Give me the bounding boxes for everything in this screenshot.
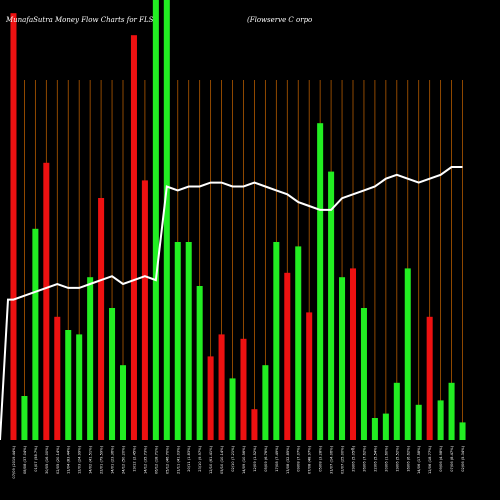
bar bbox=[130, 35, 137, 440]
x-tick-label: 07/08 (48.97%) bbox=[308, 445, 312, 474]
bar bbox=[349, 268, 357, 440]
bar bbox=[207, 356, 214, 440]
x-tick-label: 12/06 (18.77%) bbox=[428, 445, 432, 474]
x-tick-label: 05/08 (3.28%) bbox=[319, 445, 323, 471]
x-tick-label: 30/05 (16.00%) bbox=[45, 445, 49, 474]
bar bbox=[21, 396, 28, 440]
bar bbox=[339, 277, 346, 440]
x-tick-label: 09/06 (4.98%) bbox=[439, 445, 443, 471]
bar bbox=[163, 0, 170, 440]
x-tick-label: 29/06 (5.05%) bbox=[352, 445, 356, 471]
x-tick-label: 17/08 (7.49%) bbox=[275, 445, 279, 471]
x-tick-label: 06/12 (18.71%) bbox=[154, 445, 158, 474]
x-tick-labels: 07/09 (2019.44%) 08/08 (37.04%) 01/07 (58.… bbox=[12, 445, 465, 478]
x-tick-label: 01/07 (58.7%) bbox=[34, 445, 38, 471]
bar bbox=[196, 286, 203, 440]
bars bbox=[10, 0, 466, 441]
x-tick-label: 11/04 (83.44%) bbox=[67, 445, 71, 474]
x-tick-label: 16/06 (6.62%) bbox=[406, 445, 410, 471]
bar bbox=[10, 13, 17, 440]
x-tick-label: 19/12 (2.45%) bbox=[132, 445, 136, 471]
x-tick-label: 02/05 (20.14%) bbox=[56, 445, 60, 474]
x-tick-label: 20/06 (1.60%) bbox=[384, 445, 388, 471]
x-tick-label: 19/06 (5.52%) bbox=[395, 445, 399, 471]
x-tick-label: 02/10 (7.21%) bbox=[231, 445, 235, 471]
x-tick-label: 31/07 (14.06%) bbox=[330, 445, 334, 474]
x-tick-label: 09/08 (7.07%) bbox=[297, 445, 301, 471]
x-tick-label: 12/09 (1.52%) bbox=[253, 445, 257, 471]
x-tick-label: 12/10 (61.41%) bbox=[209, 445, 213, 474]
bar bbox=[119, 365, 127, 440]
x-tick-label: 08/08 (37.04%) bbox=[23, 445, 27, 474]
bar bbox=[404, 268, 411, 440]
bar bbox=[273, 242, 280, 440]
x-tick-label: 12/03 (24.99%) bbox=[78, 445, 82, 474]
x-tick-label: 26/06 (7.62%) bbox=[362, 445, 366, 471]
x-tick-label: 14/06 (17.58%) bbox=[417, 445, 421, 474]
x-tick-label: 13/08 (32.85%) bbox=[286, 445, 290, 474]
mid-label: c bbox=[351, 447, 353, 451]
x-tick-label: 24/12 (50.20%) bbox=[122, 445, 126, 474]
bar bbox=[306, 312, 313, 440]
bar bbox=[185, 242, 192, 440]
money-flow-line bbox=[0, 166, 463, 441]
bar bbox=[76, 334, 83, 440]
bar bbox=[87, 277, 94, 440]
chart-title-right: (Flowserve C orpo bbox=[247, 16, 312, 24]
bar bbox=[295, 246, 302, 440]
money-flow-line-group bbox=[0, 166, 463, 441]
bar bbox=[251, 409, 258, 440]
bar bbox=[415, 404, 422, 440]
bar bbox=[32, 228, 39, 440]
chart-title-left: MunafaSutra Money Flow Charts for FLS bbox=[5, 16, 154, 24]
bar bbox=[240, 338, 247, 440]
x-tick-label: 14/02 (41.51%) bbox=[89, 445, 93, 474]
x-tick-label: 20/11 (1.83%) bbox=[187, 445, 191, 471]
bar bbox=[109, 308, 116, 440]
x-tick-label: 14/01 (23.36%) bbox=[111, 445, 115, 474]
bar bbox=[382, 413, 389, 440]
bar bbox=[393, 382, 400, 440]
x-tick-label: 22/01 (79.59%) bbox=[100, 445, 104, 474]
x-tick-label: 22/06 (5.54%) bbox=[373, 445, 377, 471]
bar bbox=[317, 123, 324, 440]
bar bbox=[229, 378, 236, 440]
x-tick-label: 23/10 (9.97%) bbox=[198, 445, 202, 471]
x-tick-label: 05/12 (46.70%) bbox=[165, 445, 169, 474]
bar bbox=[328, 171, 335, 440]
bar bbox=[65, 330, 72, 440]
bar bbox=[262, 365, 269, 440]
x-tick-label: 21/11 (41.03%) bbox=[176, 445, 180, 474]
bar bbox=[459, 422, 466, 440]
bar bbox=[141, 180, 148, 440]
x-tick-label: 07/09 (2019.44%) bbox=[12, 445, 16, 478]
bar bbox=[284, 272, 291, 440]
bar bbox=[437, 400, 444, 440]
x-tick-label: 05/09 (6.76%) bbox=[264, 445, 268, 471]
x-tick-label: 14/12 (35.73%) bbox=[143, 445, 147, 474]
bar bbox=[371, 418, 378, 440]
bar bbox=[360, 308, 367, 440]
x-tick-label: 02/06 (5.34%) bbox=[461, 445, 465, 471]
x-tick-label: 02/07 (25.00%) bbox=[341, 445, 345, 474]
bar bbox=[152, 0, 159, 440]
x-tick-label: 14/09 (10.56%) bbox=[242, 445, 246, 474]
bar bbox=[218, 334, 225, 440]
bar bbox=[98, 198, 105, 440]
bar bbox=[54, 316, 61, 440]
bar bbox=[426, 316, 433, 440]
bar bbox=[43, 162, 50, 441]
bar bbox=[174, 242, 181, 440]
bar bbox=[448, 382, 455, 440]
x-tick-label: 05/10 (10.14%) bbox=[220, 445, 224, 474]
x-tick-label: 07/06 (8.47%) bbox=[450, 445, 454, 471]
